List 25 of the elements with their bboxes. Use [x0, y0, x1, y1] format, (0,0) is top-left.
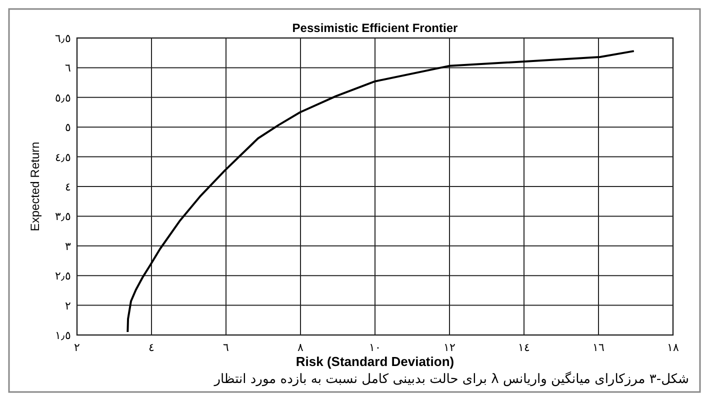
line-series: [126, 50, 635, 334]
x-tick-label: ٨: [298, 342, 304, 354]
x-axis-title: Risk (Standard Deviation): [296, 354, 454, 369]
y-tick-label: ٦: [65, 62, 71, 75]
y-tick-label: ٦٫٥: [55, 33, 71, 45]
y-tick-label: ٤٫٥: [55, 152, 71, 164]
x-tick-label: ١٦: [592, 342, 604, 354]
x-tick-label: ١٠: [369, 342, 381, 354]
x-tick-label: ٤: [148, 342, 154, 354]
y-tick-label: ٢٫٥: [55, 270, 71, 283]
y-axis-title: Expected Return: [28, 142, 42, 232]
x-tick-label: ٢: [74, 342, 80, 354]
x-tick-label: ١٤: [518, 342, 530, 354]
y-tick-label: ٤: [65, 182, 71, 194]
y-tick-label: ٥٫٥: [55, 92, 71, 104]
x-tick-label: ١٢: [444, 342, 456, 354]
y-tick-label: ٢: [65, 300, 71, 312]
x-tick-label: ١٨: [667, 342, 679, 354]
y-tick-label: ٣: [65, 240, 71, 253]
y-tick-label: ١٫٥: [55, 330, 71, 342]
y-tick-label: ٥: [65, 122, 71, 134]
chart-title: Pessimistic Efficient Frontier: [292, 21, 458, 35]
y-tick-label: ٣٫٥: [55, 211, 71, 224]
x-tick-label: ٦: [223, 342, 229, 354]
text: شکل-۳ مرزکارای میانگین واریانس λ برای حالت بدبینی کامل نسبت به بازده مورد انتظار: [213, 371, 689, 387]
